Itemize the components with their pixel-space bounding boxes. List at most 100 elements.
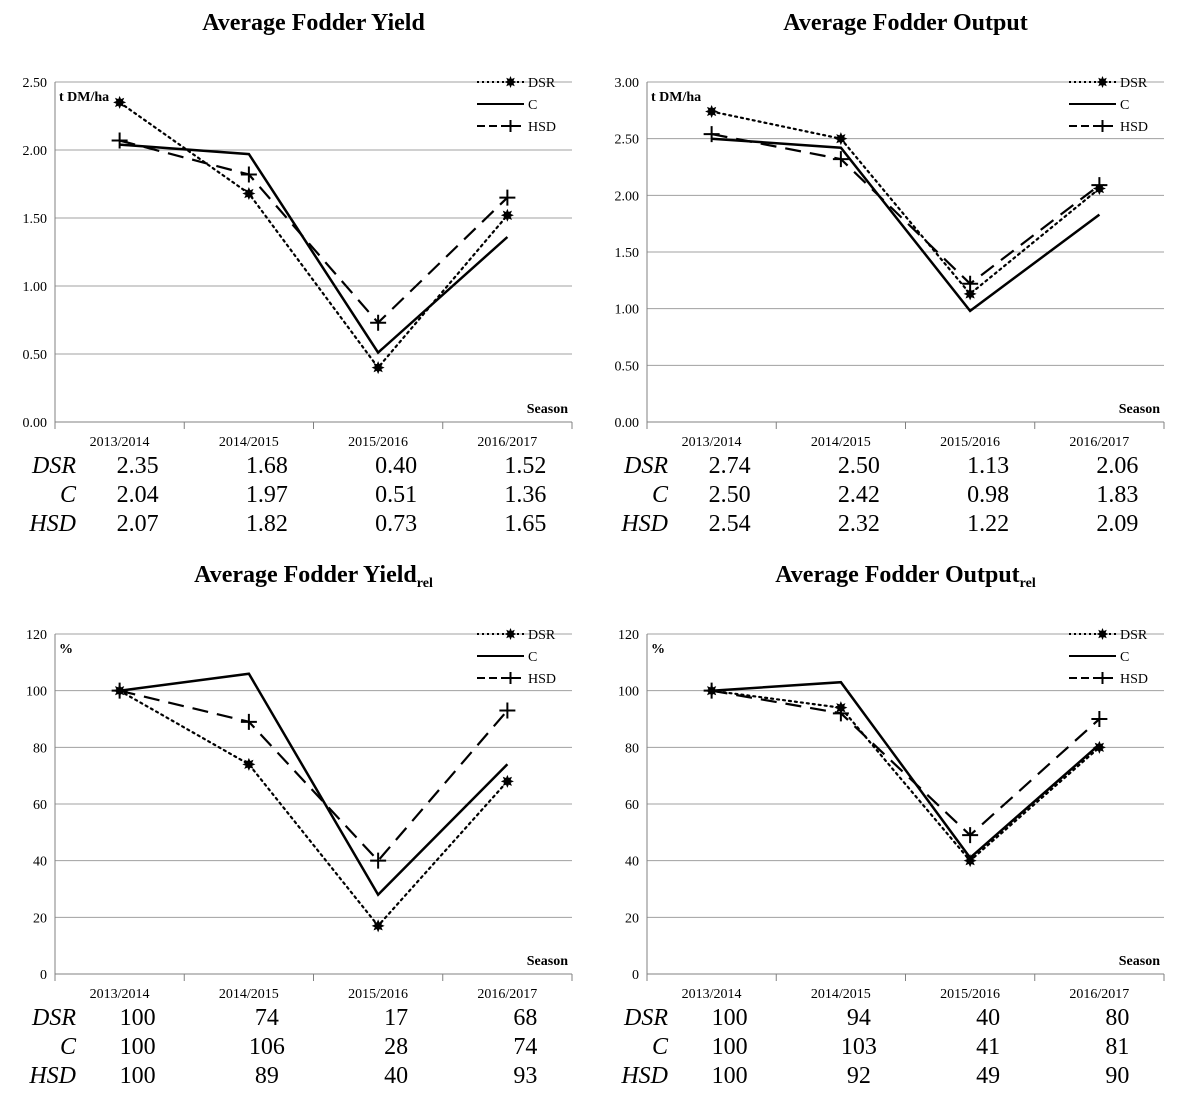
table-cell: 89 — [255, 1063, 279, 1089]
table-cell: 92 — [847, 1063, 871, 1089]
y-tick-label: 20 — [33, 911, 47, 926]
series-line-c — [711, 680, 1101, 860]
legend-label-dsr: DSR — [528, 628, 556, 643]
y-axis-unit-label: % — [651, 642, 665, 657]
series-line-hsd — [119, 689, 509, 863]
y-tick-label: 60 — [625, 798, 639, 813]
data-point-hsd — [1091, 177, 1108, 194]
table-cell: 80 — [1105, 1005, 1129, 1031]
table-cell: 1.83 — [1096, 482, 1138, 508]
chart-panel-yield-rel: Average Fodder Yieldrel 0 20 40 60 80 100 120 20… — [0, 552, 592, 1103]
y-tick-label: 1.00 — [615, 303, 640, 318]
legend-marker-hsd — [1096, 120, 1109, 132]
data-point-dsr — [1092, 740, 1106, 754]
x-tick-label: 2016/2017 — [1069, 987, 1129, 1002]
table-cell: 49 — [976, 1063, 1000, 1089]
table-cell: 2.06 — [1096, 453, 1138, 479]
data-point-hsd — [240, 166, 257, 183]
x-axis-title: Season — [1119, 402, 1160, 417]
x-axis-title: Season — [1119, 954, 1160, 969]
legend-label-dsr: DSR — [528, 76, 556, 91]
x-tick-label: 2013/2014 — [682, 435, 742, 450]
y-axis-unit-label: % — [59, 642, 73, 657]
data-point-dsr — [371, 919, 385, 933]
table-cell: 1.13 — [967, 453, 1009, 479]
chart-yield-rel: Average Fodder Yieldrel 0 20 40 60 80 100 120 20… — [26, 562, 573, 1089]
chart-yield: Average Fodder Yield 0.00 0.50 1.00 1.50 2.00… — [23, 10, 573, 537]
table-cell: 2.09 — [1096, 511, 1138, 537]
table-cell: 100 — [120, 1063, 156, 1089]
table-cell: 100 — [120, 1005, 156, 1031]
series-dsr — [705, 684, 1106, 868]
x-tick-label: 2016/2017 — [1069, 435, 1129, 450]
series-line-dsr — [118, 101, 509, 370]
x-tick-label: 2014/2015 — [811, 435, 871, 450]
series-c — [119, 672, 509, 897]
y-tick-label: 60 — [33, 798, 47, 813]
table-row-label: DSR — [31, 453, 76, 479]
table-cell: 2.42 — [838, 482, 880, 508]
series-line-dsr — [710, 689, 1101, 863]
data-point-hsd — [370, 852, 387, 869]
y-tick-label: 100 — [26, 685, 47, 700]
table-cell: 100 — [712, 1034, 748, 1060]
legend-label-dsr: DSR — [1120, 76, 1148, 91]
chart-panel-output: Average Fodder Output 0.00 0.50 1.00 1.50 2.0… — [592, 0, 1184, 552]
table-cell: 0.98 — [967, 482, 1009, 508]
data-point-dsr — [242, 757, 256, 771]
series-hsd — [111, 682, 516, 869]
table-cell: 68 — [513, 1005, 537, 1031]
table-cell: 1.97 — [246, 482, 288, 508]
legend-marker-dsr — [504, 628, 517, 640]
y-tick-label: 2.00 — [615, 189, 640, 204]
x-tick-label: 2015/2016 — [348, 435, 408, 450]
chart-title-subscript: rel — [417, 576, 433, 591]
series-line-c — [711, 137, 1101, 313]
y-tick-label: 3.00 — [615, 76, 640, 91]
legend: DSR C HSD — [477, 628, 556, 687]
data-point-dsr — [963, 287, 977, 301]
legend-label-hsd: HSD — [528, 120, 556, 135]
series-hsd — [703, 682, 1108, 844]
table-cell: 74 — [513, 1034, 537, 1060]
y-axis-unit-label: t DM/ha — [651, 90, 701, 105]
legend-label-c: C — [1120, 650, 1129, 665]
chart-title: Average Fodder Output — [783, 10, 1027, 36]
table-cell: 2.50 — [709, 482, 751, 508]
data-point-hsd — [240, 713, 257, 730]
y-tick-label: 2.50 — [615, 133, 640, 148]
chart-panel-yield: Average Fodder Yield 0.00 0.50 1.00 1.50 2.00… — [0, 0, 592, 552]
y-tick-label: 40 — [33, 855, 47, 870]
table-row-label: DSR — [623, 1005, 668, 1031]
x-tick-label: 2016/2017 — [477, 435, 537, 450]
table-cell: 17 — [384, 1005, 408, 1031]
table-cell: 2.07 — [117, 511, 159, 537]
data-point-dsr — [963, 854, 977, 868]
y-tick-label: 20 — [625, 911, 639, 926]
table-row-label: HSD — [28, 511, 76, 537]
y-tick-label: 0.00 — [23, 416, 48, 431]
table-cell: 100 — [712, 1063, 748, 1089]
data-point-hsd — [832, 151, 849, 168]
table-cell: 1.52 — [504, 453, 546, 479]
table-cell: 100 — [120, 1034, 156, 1060]
x-tick-label: 2014/2015 — [811, 987, 871, 1002]
series-line-hsd — [711, 133, 1101, 286]
legend: DSR C HSD — [1069, 76, 1148, 135]
y-tick-label: 0 — [632, 968, 639, 983]
table-cell: 40 — [384, 1063, 408, 1089]
table-row-label: C — [652, 1034, 669, 1060]
legend-marker-dsr — [504, 76, 517, 88]
table-cell: 0.73 — [375, 511, 417, 537]
table-cell: 2.74 — [709, 453, 751, 479]
legend-marker-dsr — [1096, 76, 1109, 88]
series-c — [711, 680, 1101, 860]
table-row-label: C — [60, 1034, 77, 1060]
y-tick-label: 120 — [618, 628, 639, 643]
data-point-hsd — [499, 189, 516, 206]
chart-title-subscript: rel — [1020, 576, 1036, 591]
table-cell: 1.65 — [504, 511, 546, 537]
data-point-hsd — [111, 132, 128, 149]
table-cell: 2.35 — [117, 453, 159, 479]
table-cell: 28 — [384, 1034, 408, 1060]
